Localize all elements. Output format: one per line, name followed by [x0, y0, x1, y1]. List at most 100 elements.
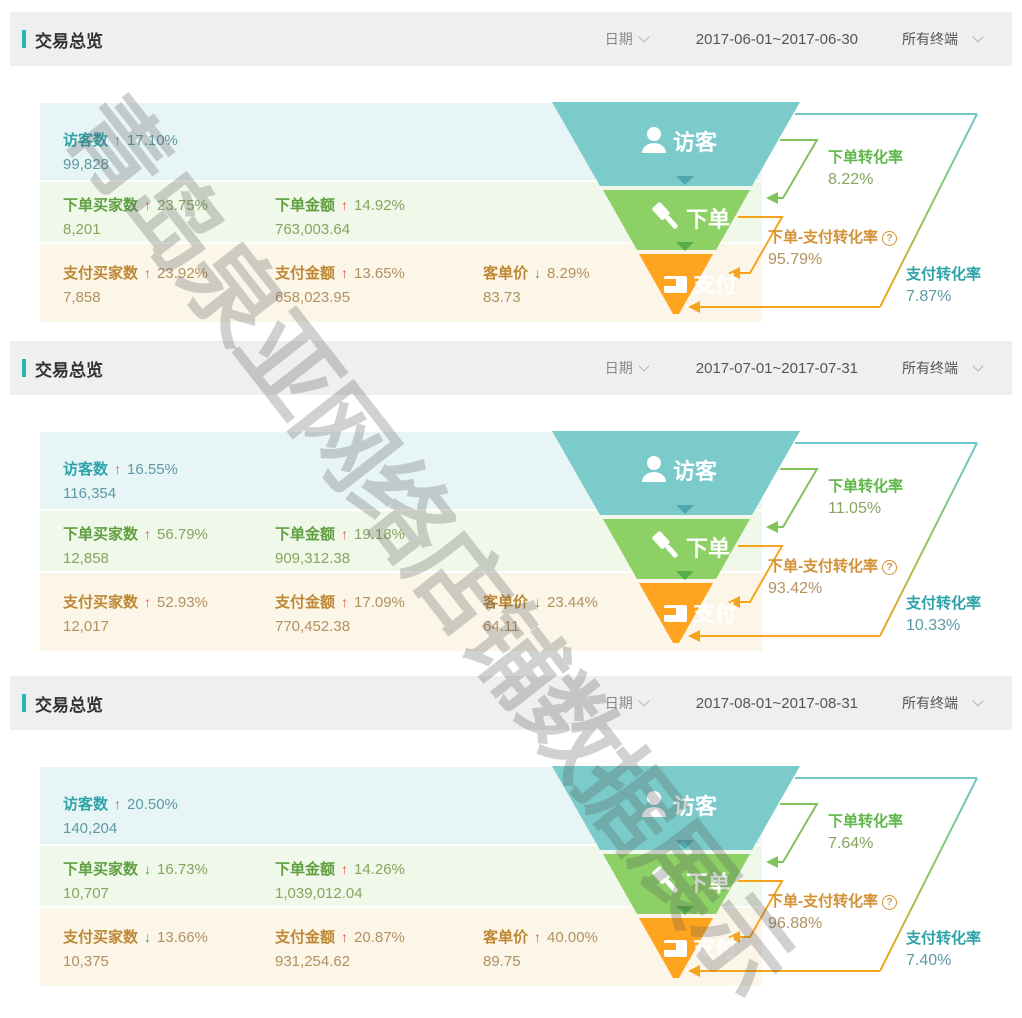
metric-value: 12,858 — [63, 550, 109, 567]
trend-arrow-icon: ↓ — [144, 929, 152, 945]
gavel-icon — [652, 866, 678, 893]
transaction-overview-section: 交易总览 日期 2017-08-01~2017-08-31 所有终端 访客数 ↑ 2… — [0, 676, 1022, 1006]
conversion-rate-value: 8.22% — [828, 171, 874, 188]
date-range-value[interactable]: 2017-08-01~2017-08-31 — [695, 694, 858, 712]
conversion-rate-order: 下单转化率 8.22% — [828, 146, 903, 189]
terminal-filter-label: 所有终端 — [902, 31, 958, 47]
conversion-rate-label: 下单转化率 — [828, 813, 904, 830]
conversion-rate-label: 下单转化率 — [828, 478, 904, 495]
trend-arrow-icon: ↑ — [341, 929, 349, 945]
metric-value: 909,312.38 — [275, 550, 351, 567]
funnel-stage-label: 支付 — [693, 272, 737, 297]
conversion-rate-label: 下单-支付转化率 — [768, 229, 878, 246]
conversion-funnel: 访客 下单 支付 下单转化率 11.05% 下单-支付转化率? 93.42% 支… — [540, 429, 1022, 659]
accent-bar — [22, 359, 26, 377]
order-pay-conversion-bracket — [732, 216, 784, 274]
trend-arrow-icon: ↑ — [114, 461, 122, 477]
metric-label: 支付金额 — [275, 594, 336, 611]
conversion-rate-order-pay: 下单-支付转化率? 95.79% — [768, 226, 897, 269]
conversion-rate-pay: 支付转化率 7.87% — [906, 263, 981, 306]
trend-arrow-icon: ↑ — [341, 265, 349, 281]
terminal-filter-dropdown[interactable]: 所有终端 — [902, 29, 984, 49]
section-content: 访客数 ↑ 17.10% 99,828 下单买家数 ↑ 23.75% 8,201 下单金… — [0, 100, 1022, 330]
trend-arrow-icon: ↓ — [534, 594, 542, 610]
metric-pay-amount: 支付金额 ↑ 20.87% 931,254.62 — [275, 926, 405, 970]
trend-arrow-icon: ↑ — [534, 929, 542, 945]
metric-label: 客单价 — [483, 594, 529, 611]
metric-value: 99,828 — [63, 156, 109, 173]
transaction-overview-section: 交易总览 日期 2017-06-01~2017-06-30 所有终端 访客数 ↑ 1… — [0, 12, 1022, 342]
metric-pay-buyers: 支付买家数 ↑ 52.93% 12,017 — [63, 591, 208, 635]
metric-value: 10,707 — [63, 885, 109, 902]
user-icon — [642, 791, 666, 817]
trend-arrow-icon: ↑ — [341, 861, 349, 877]
metric-label: 下单买家数 — [63, 526, 139, 543]
metric-pay-amount: 支付金额 ↑ 13.65% 658,023.95 — [275, 262, 405, 306]
metric-label: 支付金额 — [275, 265, 336, 282]
metric-value: 10,375 — [63, 953, 109, 970]
metric-percent: 20.50% — [127, 796, 178, 813]
metric-label: 下单金额 — [275, 197, 336, 214]
section-content: 访客数 ↑ 20.50% 140,204 下单买家数 ↓ 16.73% 10,707 下… — [0, 764, 1022, 994]
pay-metrics-row: 支付买家数 ↑ 52.93% 12,017 支付金额 ↑ 17.09% 770,452.… — [40, 573, 762, 651]
accent-bar — [22, 30, 26, 48]
metric-visitors: 访客数 ↑ 17.10% 99,828 — [63, 129, 178, 173]
chevron-down-icon — [676, 840, 694, 849]
date-filter-dropdown[interactable]: 日期 — [605, 29, 650, 49]
pay-metrics-row: 支付买家数 ↑ 23.92% 7,858 支付金额 ↑ 13.65% 658,023.9… — [40, 244, 762, 322]
chevron-down-icon — [638, 695, 650, 707]
conversion-rate-value: 95.79% — [768, 251, 823, 268]
gavel-icon — [652, 202, 678, 229]
metric-percent: 40.00% — [547, 929, 598, 946]
conversion-rate-label: 支付转化率 — [906, 266, 982, 283]
metric-value: 12,017 — [63, 618, 109, 635]
help-icon[interactable]: ? — [882, 895, 897, 910]
trend-arrow-icon: ↑ — [341, 594, 349, 610]
metric-percent: 56.79% — [157, 526, 208, 543]
chevron-down-icon — [676, 176, 694, 185]
funnel-stage-order — [603, 519, 750, 579]
metric-visitors: 访客数 ↑ 16.55% 116,354 — [63, 458, 178, 502]
metric-visitors: 访客数 ↑ 20.50% 140,204 — [63, 793, 178, 837]
metric-label: 访客数 — [63, 132, 109, 149]
metric-label: 访客数 — [63, 461, 109, 478]
help-icon[interactable]: ? — [882, 560, 897, 575]
conversion-rate-value: 11.05% — [828, 500, 882, 517]
terminal-filter-label: 所有终端 — [902, 695, 958, 711]
terminal-filter-dropdown[interactable]: 所有终端 — [902, 693, 984, 713]
metric-value: 83.73 — [483, 289, 521, 306]
conversion-rate-label: 下单-支付转化率 — [768, 893, 878, 910]
gavel-icon — [652, 531, 678, 558]
section-header: 交易总览 日期 2017-06-01~2017-06-30 所有终端 — [10, 12, 1012, 66]
metric-value: 7,858 — [63, 289, 101, 306]
transaction-overview-section: 交易总览 日期 2017-07-01~2017-07-31 所有终端 访客数 ↑ 1… — [0, 341, 1022, 671]
arrow-left-icon — [728, 931, 740, 943]
wallet-icon — [664, 940, 687, 957]
arrow-left-icon — [766, 521, 778, 533]
chevron-down-icon — [676, 571, 694, 580]
funnel-stage-label: 访客 — [673, 459, 718, 484]
metric-percent: 20.87% — [354, 929, 405, 946]
conversion-funnel-chart: 访客 下单 支付 — [552, 766, 978, 978]
terminal-filter-dropdown[interactable]: 所有终端 — [902, 358, 984, 378]
metric-percent: 52.93% — [157, 594, 208, 611]
help-icon[interactable]: ? — [882, 231, 897, 246]
trend-arrow-icon: ↑ — [144, 594, 152, 610]
funnel-stage-visitors — [552, 766, 800, 850]
date-range-value[interactable]: 2017-07-01~2017-07-31 — [695, 359, 858, 377]
arrow-left-icon — [728, 596, 740, 608]
arrow-left-icon — [688, 630, 700, 642]
trend-arrow-icon: ↑ — [144, 197, 152, 213]
conversion-funnel-chart: 访客 下单 支付 — [552, 102, 978, 314]
date-range-value[interactable]: 2017-06-01~2017-06-30 — [695, 30, 858, 48]
metric-pay-buyers: 支付买家数 ↑ 23.92% 7,858 — [63, 262, 208, 306]
metric-price-per-customer: 客单价 ↑ 40.00% 89.75 — [483, 926, 598, 970]
metric-label: 支付买家数 — [63, 265, 139, 282]
metric-value: 116,354 — [63, 485, 117, 502]
arrow-left-icon — [688, 301, 700, 313]
metric-percent: 19.18% — [354, 526, 405, 543]
date-filter-dropdown[interactable]: 日期 — [605, 693, 650, 713]
date-filter-label: 日期 — [604, 360, 633, 376]
date-filter-dropdown[interactable]: 日期 — [604, 358, 650, 378]
